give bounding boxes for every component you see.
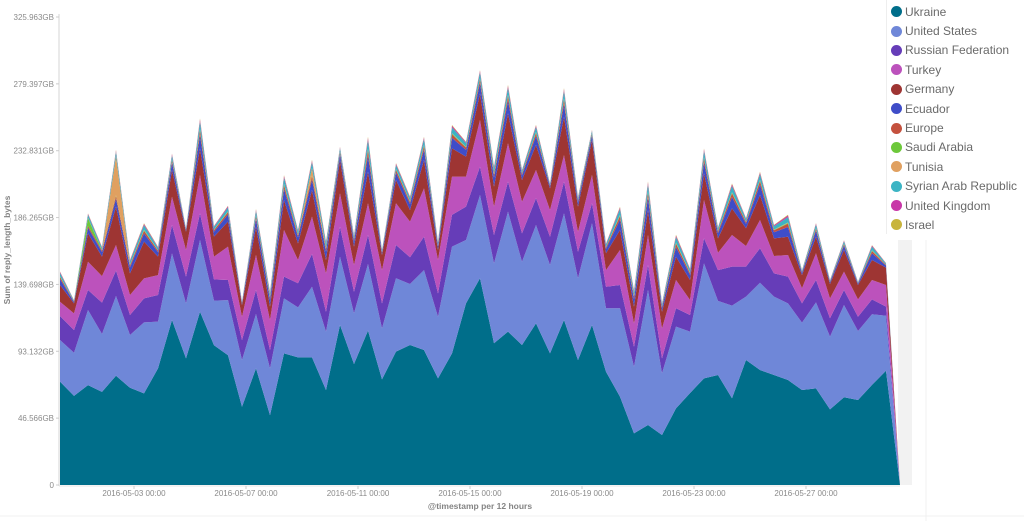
legend-color-dot-icon [891,64,902,76]
y-axis-ticks: 0 46.566GB 93.132GB 139.698GB 186.265GB 232.8… [14,13,59,490]
legend-color-dot-icon [891,200,902,212]
legend-label: Turkey [905,62,942,77]
area-series-group [60,70,900,486]
area-series-ukraine[interactable] [60,278,900,485]
y-tick-label: 93.132GB [18,347,54,356]
legend-color-dot-icon [891,103,902,115]
legend-color-dot-icon [891,44,902,56]
legend-color-dot-icon [891,83,902,95]
legend-item-turkey[interactable]: Turkey [891,60,1024,79]
legend-item-ecuador[interactable]: Ecuador [891,99,1024,118]
legend-item-israel[interactable]: Israel [891,215,1024,234]
x-axis-ticks: 2016-05-03 00:00 2016-05-07 00:00 2016-05-… [102,486,838,498]
legend-label: United Kingdom [905,198,991,213]
legend-item-united-kingdom[interactable]: United Kingdom [891,196,1024,215]
area-series-united-states[interactable] [60,194,900,485]
y-tick-label: 279.397GB [14,80,54,89]
legend-label: United States [905,24,978,39]
legend-item-syrian-arab-republic[interactable]: Syrian Arab Republic [891,177,1024,196]
y-tick-label: 325.963GB [14,13,54,22]
legend-item-saudi-arabia[interactable]: Saudi Arabia [891,138,1024,157]
y-tick-label: 139.698GB [14,280,54,289]
legend-label: Ukraine [905,4,947,19]
x-tick-label: 2016-05-15 00:00 [438,489,502,498]
legend-color-dot-icon [891,161,902,173]
legend-color-dot-icon [891,6,902,18]
x-tick-label: 2016-05-19 00:00 [550,489,614,498]
x-tick-label: 2016-05-23 00:00 [662,489,726,498]
legend-label: Germany [905,82,955,97]
legend-item-germany[interactable]: Germany [891,80,1024,99]
y-tick-label: 232.831GB [14,147,54,156]
x-tick-label: 2016-05-03 00:00 [102,489,166,498]
legend-label: Israel [905,217,935,232]
hover-band [898,240,912,485]
legend-color-dot-icon [891,180,902,192]
legend-item-europe[interactable]: Europe [891,118,1024,137]
legend-color-dot-icon [891,25,902,37]
legend-item-united-states[interactable]: United States [891,21,1024,40]
legend-label: Tunisia [905,159,944,174]
x-tick-label: 2016-05-11 00:00 [327,489,390,498]
legend-item-ukraine[interactable]: Ukraine [891,2,1024,21]
legend: Ukraine United States Russian Federation Tu… [886,0,1024,234]
legend-color-dot-icon [891,141,902,153]
y-tick-label: 46.566GB [18,414,54,423]
legend-label: Saudi Arabia [905,140,974,155]
x-tick-label: 2016-05-27 00:00 [774,489,838,498]
y-tick-label: 186.265GB [14,214,54,223]
legend-item-tunisia[interactable]: Tunisia [891,157,1024,176]
legend-label: Europe [905,121,944,136]
y-axis-title: Sum of reply_length_bytes [2,195,12,304]
legend-label: Russian Federation [905,43,1010,58]
legend-color-dot-icon [891,122,902,134]
legend-label: Syrian Arab Republic [905,179,1018,194]
legend-label: Ecuador [905,101,950,116]
legend-item-russian-federation[interactable]: Russian Federation [891,41,1024,60]
y-tick-label: 0 [50,481,55,490]
x-tick-label: 2016-05-07 00:00 [214,489,278,498]
x-axis-title: @timestamp per 12 hours [428,501,532,511]
legend-color-dot-icon [891,219,902,231]
